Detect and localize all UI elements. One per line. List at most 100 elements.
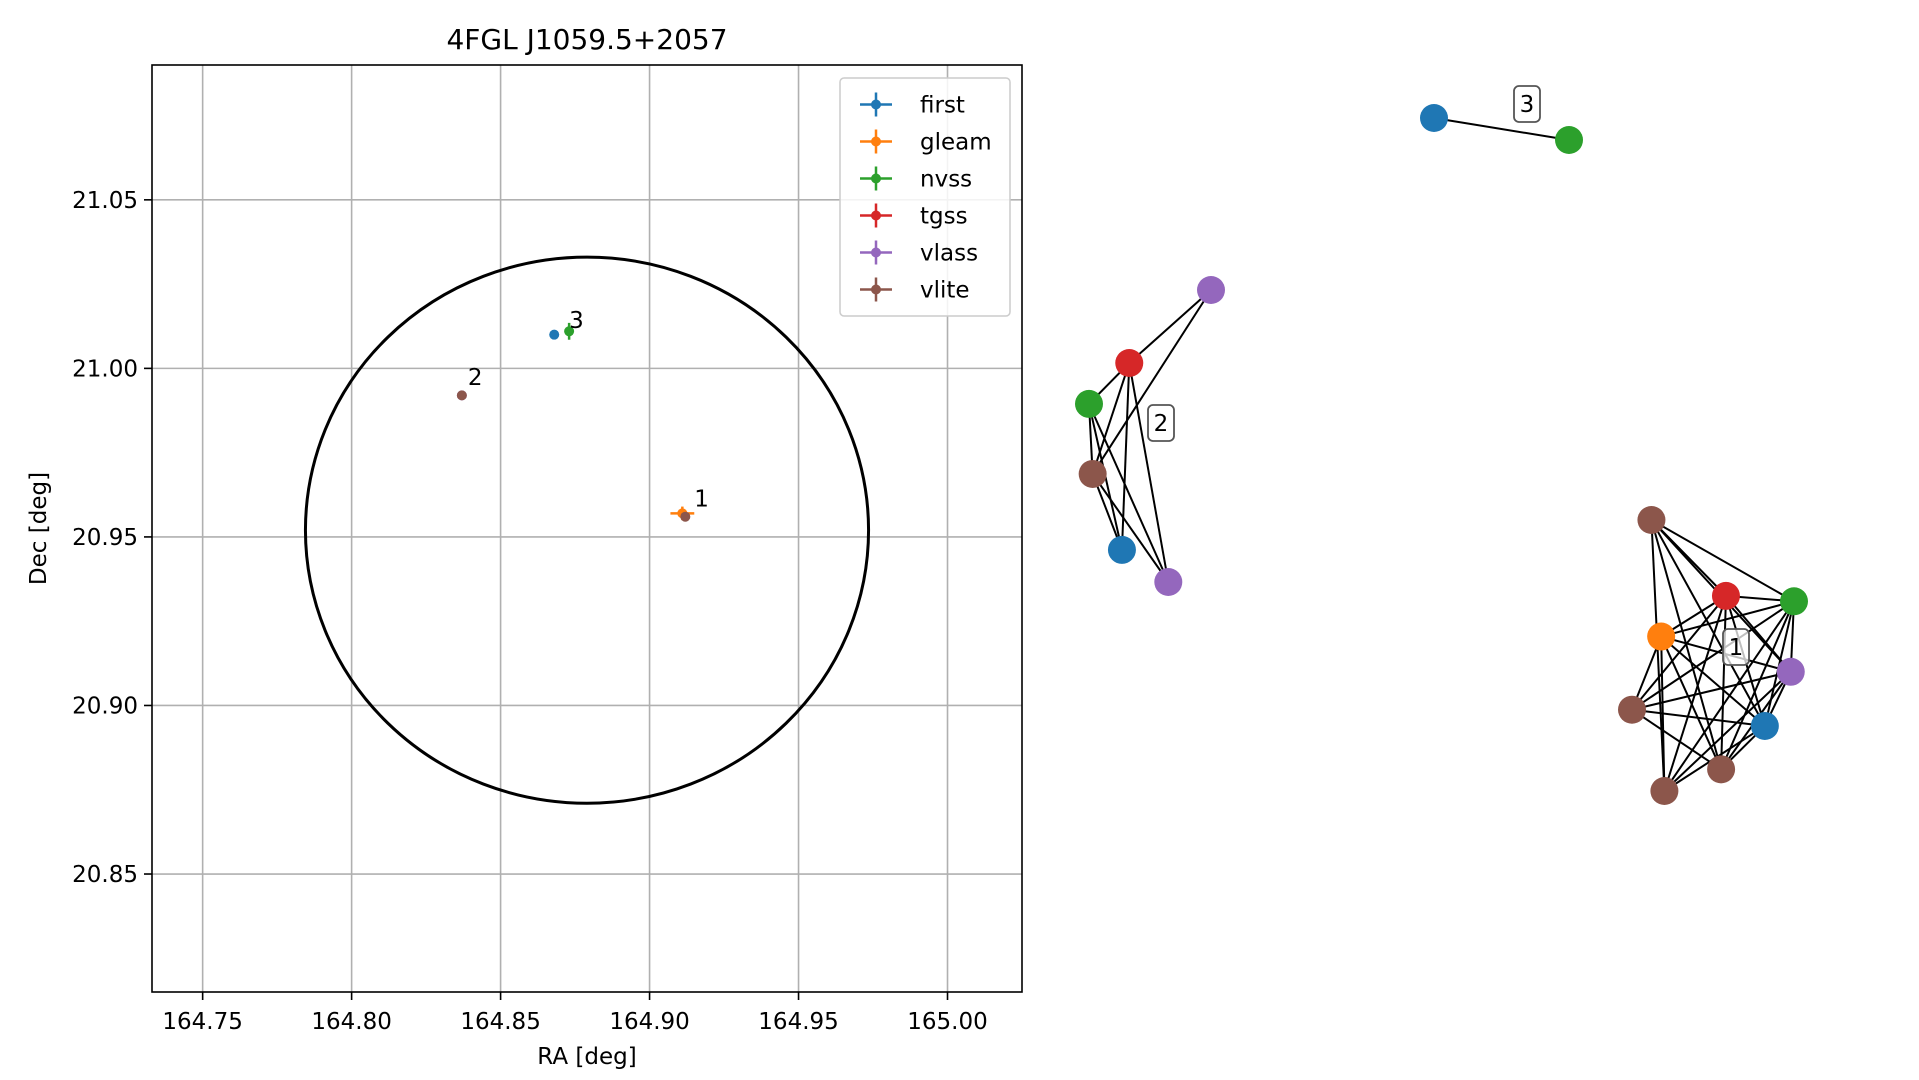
point-marker: [564, 326, 575, 337]
legend-entry-first: first: [860, 92, 965, 119]
legend-label: vlite: [920, 278, 970, 304]
network-edge: [1631, 670, 1791, 711]
x-axis-label: RA [deg]: [537, 1044, 636, 1070]
network-node-nvss: [1075, 389, 1103, 418]
data-points: [456, 322, 695, 522]
legend-marker-dot: [871, 210, 881, 221]
legend-marker-dot: [871, 99, 881, 110]
cluster-label-box: [1722, 628, 1750, 666]
legend-entry-vlite: vlite: [860, 277, 970, 304]
x-tick-label: 164.90: [609, 1009, 689, 1035]
point-marker: [680, 511, 691, 522]
legend-entry-vlass: vlass: [860, 240, 978, 267]
network-edge: [1128, 289, 1212, 364]
network-edge: [1660, 600, 1795, 638]
cluster-label-text: 1: [1729, 635, 1744, 661]
network-node-vlite: [1078, 459, 1107, 488]
legend-label: tgss: [920, 204, 968, 230]
network-edge: [1650, 519, 1666, 792]
axis-ticks: 164.75 164.80 164.85 164.90 164.95 165.00 20.8…: [72, 188, 988, 1035]
legend-box: [839, 77, 1011, 317]
network-edge: [1720, 600, 1795, 770]
legend-entry-gleam: gleam: [860, 129, 992, 156]
network-edge: [1650, 519, 1766, 727]
network-edge: [1660, 635, 1766, 727]
network-node-vlass: [1197, 276, 1225, 304]
network-node-vlass: [1154, 568, 1183, 596]
network-edge: [1650, 519, 1795, 603]
y-tick-label: 20.85: [72, 862, 138, 888]
network-node-first: [1420, 104, 1448, 132]
network-node-vlite: [1650, 777, 1679, 805]
cluster-label-box: [1147, 404, 1175, 442]
plot-frame: [151, 64, 1023, 993]
network-node-vlite: [1707, 755, 1736, 784]
cluster-label-3: 3: [1513, 85, 1541, 123]
network-node-gleam: [1647, 622, 1676, 651]
localization-ellipse: [303, 255, 871, 805]
data-point-first: [549, 329, 560, 340]
network-node-vlite: [1637, 506, 1666, 534]
x-tick-label: 165.00: [907, 1009, 987, 1035]
legend: first gleam nvss tgss vlass vlite: [839, 77, 1011, 317]
y-tick-label: 20.95: [72, 525, 138, 551]
network-cluster-1: 1: [1618, 506, 1808, 805]
data-point-vlite: [456, 390, 467, 401]
x-tick-label: 164.85: [460, 1009, 540, 1035]
x-tick-label: 164.75: [162, 1009, 242, 1035]
y-tick-label: 20.90: [72, 693, 138, 719]
network-graph: 3 2 1: [1075, 85, 1808, 805]
network-node-nvss: [1780, 587, 1808, 616]
network-edge: [1433, 117, 1570, 141]
legend-marker-dot: [871, 136, 881, 147]
cluster-label-text: 3: [1520, 92, 1535, 118]
y-axis-label: Dec [deg]: [26, 472, 52, 585]
data-point-vlite: [680, 511, 691, 522]
network-edge: [1663, 595, 1727, 792]
network-node-tgss: [1711, 581, 1740, 610]
y-tick-label: 21.05: [72, 188, 138, 214]
network-node-first: [1750, 711, 1779, 740]
network-edge: [1663, 671, 1792, 792]
data-point-nvss: [564, 322, 575, 340]
x-tick-label: 164.80: [311, 1009, 391, 1035]
point-marker: [456, 390, 467, 401]
network-edge: [1091, 362, 1131, 475]
network-node-nvss: [1555, 126, 1583, 154]
point-marker: [549, 329, 560, 340]
annotations: 3 2 1: [468, 308, 709, 513]
y-tick-label: 21.00: [72, 356, 138, 382]
network-node-vlite: [1618, 695, 1646, 724]
network-edge: [1631, 600, 1795, 711]
scatter-plot: 3 2 1 164.75 164.80 164.85 164.90 164.95 165.00…: [26, 23, 1023, 1070]
legend-label: vlass: [920, 241, 978, 267]
chart-title: 4FGL J1059.5+2057: [446, 23, 727, 56]
legend-marker-dot: [871, 284, 881, 295]
point-annotation-3: 3: [569, 308, 584, 334]
cluster-label-box: [1513, 85, 1541, 123]
network-node-tgss: [1115, 349, 1144, 377]
network-edge: [1128, 362, 1170, 583]
point-annotation-2: 2: [468, 365, 483, 391]
legend-label: gleam: [920, 130, 992, 156]
x-tick-label: 164.95: [758, 1009, 838, 1035]
network-node-first: [1107, 535, 1136, 564]
network-edge: [1091, 473, 1170, 583]
network-cluster-2: 2: [1075, 276, 1225, 596]
network-edge: [1631, 708, 1765, 727]
network-edge: [1091, 289, 1212, 475]
cluster-label-text: 2: [1154, 411, 1169, 437]
network-edge: [1088, 403, 1170, 583]
legend-label: first: [920, 93, 965, 119]
network-edge: [1720, 595, 1727, 770]
cluster-label-1: 1: [1722, 628, 1750, 666]
legend-marker-dot: [871, 247, 881, 258]
network-edge: [1631, 708, 1722, 771]
uncertainty-ellipse: [303, 255, 871, 805]
legend-entry-tgss: tgss: [860, 203, 968, 230]
legend-entry-nvss: nvss: [860, 166, 972, 193]
network-node-vlass: [1776, 657, 1805, 686]
network-cluster-3: 3: [1420, 85, 1583, 154]
legend-label: nvss: [920, 167, 972, 193]
